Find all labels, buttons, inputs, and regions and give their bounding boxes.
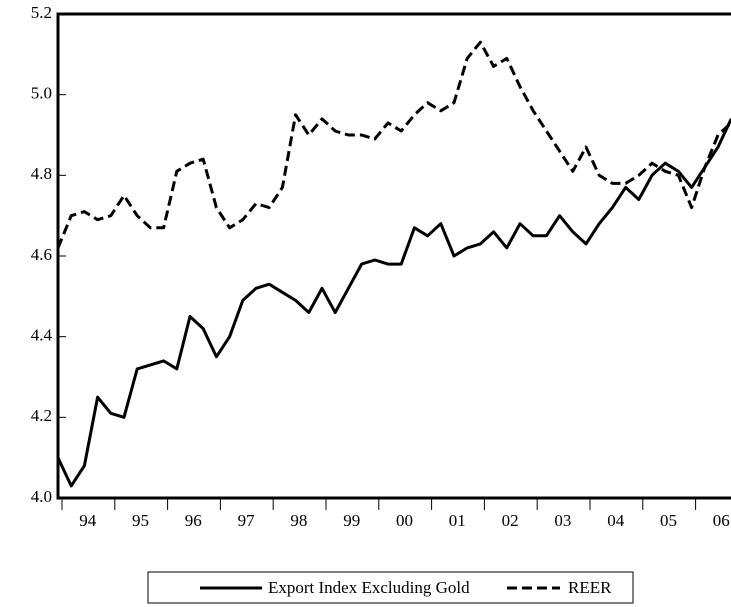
legend-box [147,571,634,604]
x-tick-label: 02 [502,511,519,530]
x-tick-label: 97 [238,511,256,530]
x-tick-label: 00 [396,511,413,530]
x-tick-label: 03 [554,511,571,530]
series-line [56,118,731,488]
x-tick-label: 04 [607,511,625,530]
y-tick-label: 4.8 [31,164,52,183]
y-tick-label: 4.6 [31,245,52,264]
x-tick-label: 01 [449,511,466,530]
y-tick-label: 5.0 [31,84,52,103]
x-tick-label: 99 [343,511,360,530]
y-tick-label: 4.4 [31,326,53,345]
y-tick-label: 4.2 [31,406,52,425]
x-tick-label: 94 [79,511,97,530]
x-tick-label: 96 [185,511,202,530]
x-tick-label: 95 [132,511,149,530]
x-tick-label: 06 [713,511,730,530]
legend-label: Export Index Excluding Gold [268,578,470,597]
series-line [56,40,731,249]
plot-frame [56,12,731,500]
legend-label: REER [568,578,612,597]
y-tick-label: 4.0 [31,487,52,506]
x-tick-label: 98 [290,511,307,530]
x-tick-label: 05 [660,511,677,530]
y-tick-label: 5.2 [31,3,52,22]
